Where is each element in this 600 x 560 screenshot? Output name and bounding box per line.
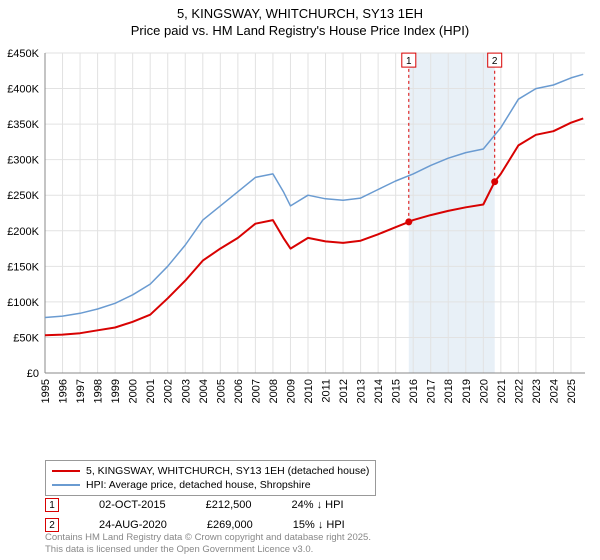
svg-text:2011: 2011 [321,379,333,403]
footer-line2: This data is licensed under the Open Gov… [45,544,371,556]
svg-text:2019: 2019 [461,379,473,403]
annotation-marker-2: 2 [45,518,59,532]
svg-text:2020: 2020 [478,379,490,403]
svg-text:2001: 2001 [145,379,157,403]
svg-text:2005: 2005 [215,379,227,403]
svg-text:2016: 2016 [408,379,420,403]
svg-text:£50K: £50K [13,332,39,344]
svg-text:2022: 2022 [513,379,525,403]
svg-text:£350K: £350K [7,119,39,131]
svg-text:2009: 2009 [285,379,297,403]
svg-text:2000: 2000 [128,379,140,403]
footer-line1: Contains HM Land Registry data © Crown c… [45,532,371,544]
legend-row-series2: HPI: Average price, detached house, Shro… [52,478,369,492]
annotation-marker-1: 1 [45,498,59,512]
annotation-date-1: 02-OCT-2015 [99,499,166,511]
svg-text:2017: 2017 [426,379,438,403]
svg-text:£0: £0 [27,368,39,380]
svg-text:2002: 2002 [163,379,175,403]
annotation-row-2: 2 24-AUG-2020 £269,000 15% ↓ HPI [45,518,345,532]
footer-note: Contains HM Land Registry data © Crown c… [45,532,371,556]
svg-text:2024: 2024 [548,379,560,403]
svg-text:2021: 2021 [496,379,508,403]
svg-text:1999: 1999 [110,379,122,403]
svg-text:2004: 2004 [198,379,210,403]
svg-text:1996: 1996 [58,379,70,403]
svg-text:£250K: £250K [7,190,39,202]
title-block: 5, KINGSWAY, WHITCHURCH, SY13 1EH Price … [0,0,600,42]
legend-swatch-series2 [52,484,80,486]
legend-row-series1: 5, KINGSWAY, WHITCHURCH, SY13 1EH (detac… [52,464,369,478]
annotation-price-1: £212,500 [206,499,252,511]
chart-container: 5, KINGSWAY, WHITCHURCH, SY13 1EH Price … [0,0,600,560]
svg-text:2010: 2010 [303,379,315,403]
svg-text:2014: 2014 [373,379,385,403]
svg-text:2008: 2008 [268,379,280,403]
legend-box: 5, KINGSWAY, WHITCHURCH, SY13 1EH (detac… [45,460,376,496]
svg-text:£100K: £100K [7,297,39,309]
svg-text:2013: 2013 [356,379,368,403]
svg-text:2007: 2007 [250,379,262,403]
plot-svg: £0£50K£100K£150K£200K£250K£300K£350K£400… [45,48,590,418]
svg-text:£300K: £300K [7,155,39,167]
annotation-row-1: 1 02-OCT-2015 £212,500 24% ↓ HPI [45,498,344,512]
svg-text:1998: 1998 [93,379,105,403]
svg-text:£200K: £200K [7,226,39,238]
svg-text:£450K: £450K [7,48,39,60]
annotation-delta-1: 24% ↓ HPI [292,499,344,511]
svg-text:£400K: £400K [7,84,39,96]
svg-text:2003: 2003 [180,379,192,403]
annotation-date-2: 24-AUG-2020 [99,519,167,531]
svg-text:1: 1 [406,56,412,67]
svg-text:2025: 2025 [566,379,578,403]
legend-label-series1: 5, KINGSWAY, WHITCHURCH, SY13 1EH (detac… [86,465,369,477]
svg-text:1997: 1997 [75,379,87,403]
svg-text:2006: 2006 [233,379,245,403]
title-address: 5, KINGSWAY, WHITCHURCH, SY13 1EH [0,6,600,23]
legend-label-series2: HPI: Average price, detached house, Shro… [86,479,311,491]
legend-swatch-series1 [52,470,80,472]
svg-text:1995: 1995 [40,379,52,403]
svg-text:2023: 2023 [531,379,543,403]
svg-text:2012: 2012 [338,379,350,403]
annotation-delta-2: 15% ↓ HPI [293,519,345,531]
svg-text:2015: 2015 [391,379,403,403]
svg-text:2018: 2018 [443,379,455,403]
svg-text:£150K: £150K [7,261,39,273]
annotation-price-2: £269,000 [207,519,253,531]
svg-text:2: 2 [492,56,498,67]
plot-area: £0£50K£100K£150K£200K£250K£300K£350K£400… [45,48,590,418]
title-subtitle: Price paid vs. HM Land Registry's House … [0,23,600,40]
